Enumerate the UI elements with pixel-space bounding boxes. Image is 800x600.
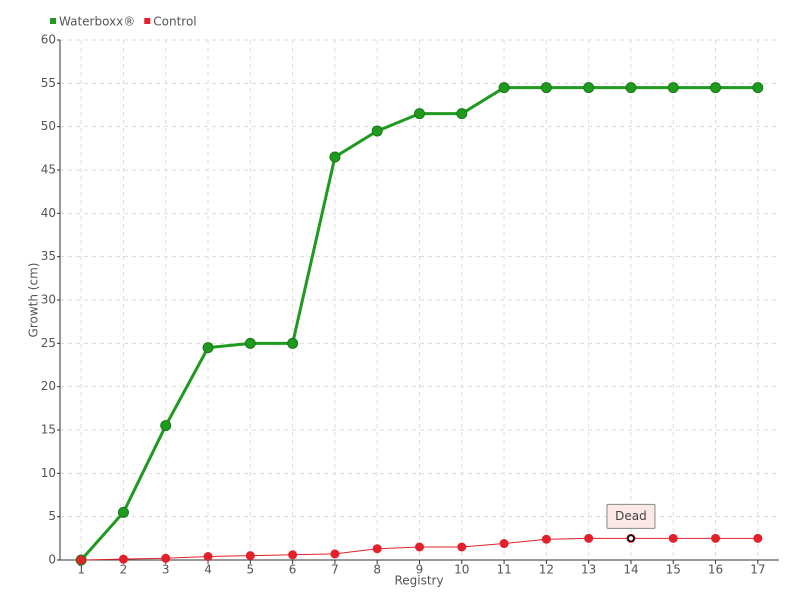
data-point	[540, 82, 552, 94]
legend-label: Control	[153, 15, 196, 29]
data-point	[160, 420, 172, 432]
legend-swatch	[144, 18, 151, 24]
data-point	[244, 337, 256, 349]
x-tick-label: 17	[750, 563, 765, 577]
data-point	[203, 552, 213, 562]
y-tick-label: 60	[41, 33, 56, 47]
data-point	[288, 550, 298, 560]
data-point	[667, 82, 679, 94]
data-point	[711, 533, 721, 543]
data-point	[710, 82, 722, 94]
x-tick-label: 9	[416, 563, 424, 577]
y-tick-label: 25	[41, 336, 56, 350]
x-tick-label: 6	[289, 563, 297, 577]
y-tick-label: 45	[41, 163, 56, 177]
x-tick-label: 7	[331, 563, 339, 577]
y-tick-label: 55	[41, 76, 56, 90]
y-tick-label: 20	[41, 379, 56, 393]
data-point	[372, 544, 382, 554]
x-tick-label: 2	[120, 563, 128, 577]
data-point	[202, 342, 214, 354]
data-point	[161, 553, 171, 563]
x-tick-label: 8	[373, 563, 381, 577]
y-tick-label: 40	[41, 206, 56, 220]
data-point	[584, 533, 594, 543]
x-tick-label: 10	[454, 563, 469, 577]
data-point	[371, 125, 383, 137]
x-tick-label: 16	[708, 563, 723, 577]
y-tick-label: 30	[41, 293, 56, 307]
y-tick-label: 35	[41, 249, 56, 263]
data-point	[330, 549, 340, 559]
data-point	[499, 539, 509, 549]
data-point	[668, 533, 678, 543]
data-point	[498, 82, 510, 94]
data-point	[753, 533, 763, 543]
x-axis-label: Registry	[394, 574, 443, 588]
data-point	[583, 82, 595, 94]
data-point	[625, 82, 637, 94]
x-tick-label: 4	[204, 563, 212, 577]
data-point	[76, 555, 86, 565]
data-point	[414, 108, 425, 120]
highlight-point	[627, 534, 635, 543]
x-tick-label: 14	[623, 563, 638, 577]
x-tick-label: 3	[162, 563, 170, 577]
y-tick-label: 15	[41, 423, 56, 437]
x-tick-label: 11	[496, 563, 511, 577]
x-tick-label: 12	[539, 563, 554, 577]
data-point	[752, 82, 764, 94]
y-axis-label: Growth (cm)	[27, 263, 41, 338]
annotation-box	[606, 503, 656, 529]
data-point	[287, 337, 299, 349]
y-tick-label: 5	[48, 509, 56, 523]
x-tick-label: 13	[581, 563, 596, 577]
data-point	[245, 551, 255, 561]
y-tick-label: 0	[48, 553, 56, 567]
data-point	[457, 542, 467, 552]
x-tick-label: 15	[666, 563, 681, 577]
data-point	[415, 542, 424, 552]
data-point	[456, 108, 468, 120]
data-point	[117, 506, 129, 518]
annotation-text: Dead	[615, 509, 647, 523]
y-tick-label: 10	[41, 466, 56, 480]
legend-swatch	[50, 18, 56, 24]
x-tick-label: 1	[77, 563, 85, 577]
data-point	[329, 151, 341, 163]
data-point	[541, 534, 551, 544]
legend-label: Waterboxx®	[59, 15, 135, 29]
x-tick-label: 5	[247, 563, 255, 577]
data-point	[118, 554, 128, 564]
y-tick-label: 50	[41, 119, 56, 133]
